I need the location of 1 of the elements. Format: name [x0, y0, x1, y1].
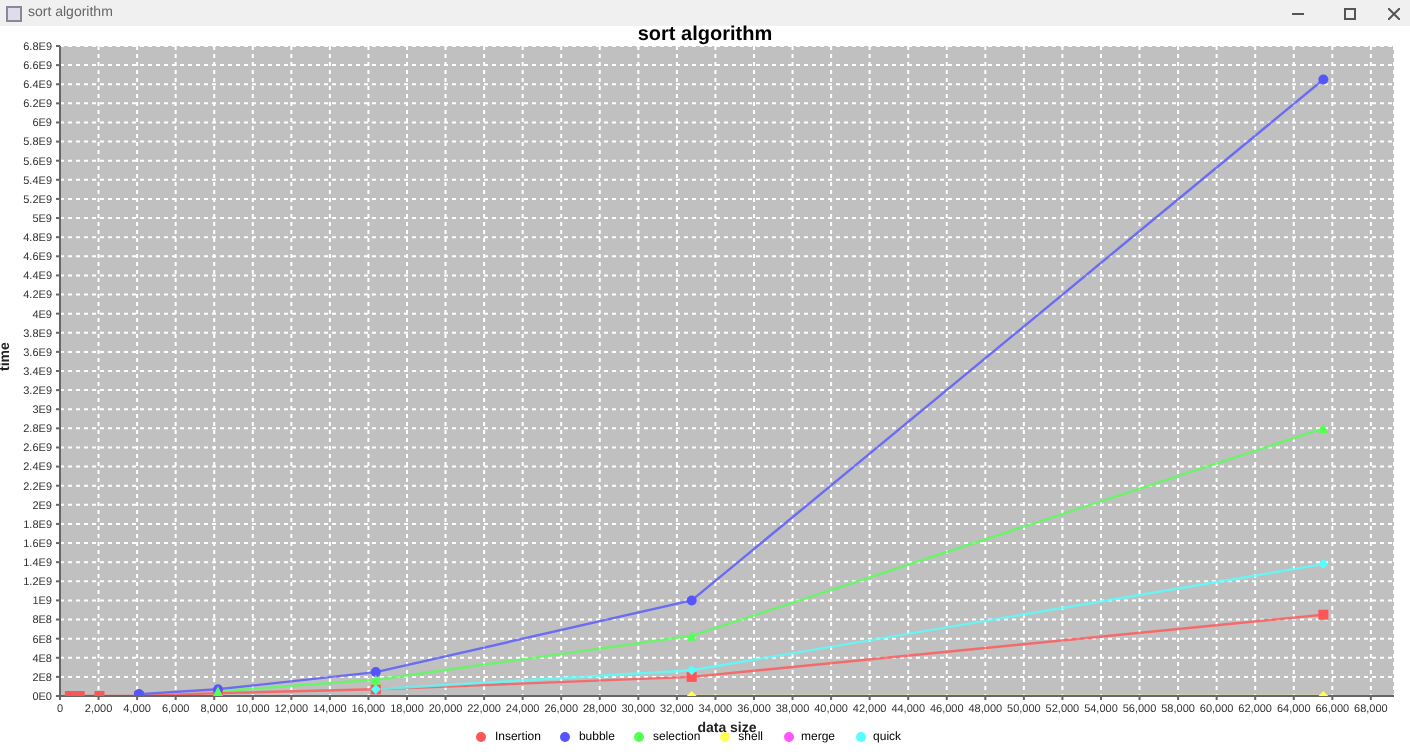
chart-title: sort algorithm: [637, 24, 773, 46]
